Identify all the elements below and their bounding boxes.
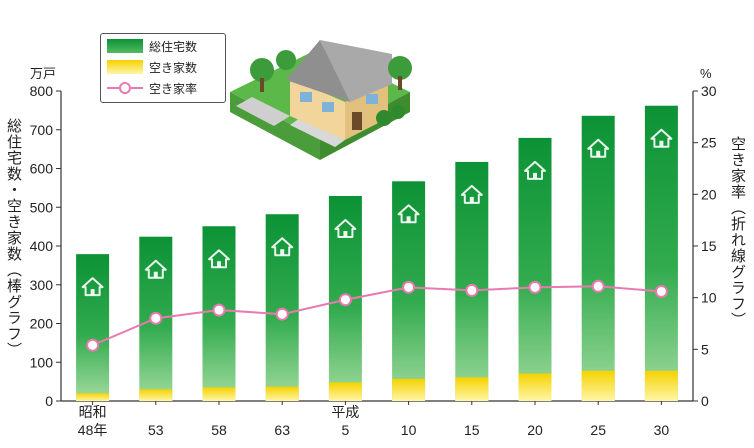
right-axis-label: 空き家率（折れ線グラフ） [729, 136, 747, 328]
left-tick-label: 300 [30, 277, 54, 293]
vacant-housing-bar [328, 382, 362, 401]
vacant-housing-bar [392, 378, 426, 401]
x-tick-label: 20 [527, 422, 543, 438]
vacant-housing-bars [76, 370, 678, 401]
left-tick-label: 600 [30, 161, 54, 177]
vacancy-rate-point [654, 284, 668, 298]
house-icon [397, 204, 420, 224]
house-icon [81, 277, 104, 297]
vacant-housing-bar [202, 387, 236, 401]
left-tick-label: 400 [30, 238, 54, 254]
vacancy-rate-point [212, 303, 226, 317]
left-tick-label: 800 [30, 83, 54, 99]
house-icon [587, 138, 610, 158]
vacancy-rate-polyline [92, 285, 662, 347]
x-tick-label: 25 [590, 422, 606, 438]
vacancy-rate-point [86, 338, 100, 352]
x-era-label: 昭和 [79, 404, 107, 420]
x-tick-label: 30 [654, 422, 670, 438]
total-housing-bar [265, 214, 299, 401]
house-icon [271, 237, 294, 257]
x-tick-label: 53 [148, 422, 164, 438]
vacant-housing-bar [644, 370, 678, 401]
left-tick-label: 100 [30, 354, 54, 370]
x-tick-label: 63 [274, 422, 290, 438]
left-tick-label: 0 [45, 393, 53, 409]
legend: 総住宅数 空き家数 空き家率 [100, 33, 226, 103]
total-housing-bar [644, 105, 678, 401]
legend-item-total: 総住宅数 [107, 37, 197, 55]
house-icon [650, 128, 673, 148]
left-axis-label: 総住宅数・空き家数（棒グラフ） [5, 118, 23, 358]
total-housing-bar [518, 137, 552, 401]
vacancy-rate-point [338, 293, 352, 307]
total-housing-bar [581, 115, 615, 402]
vacancy-rate-point [402, 280, 416, 294]
vacancy-rate-line [86, 279, 668, 352]
x-tick-label: 58 [211, 422, 227, 438]
vacant-housing-bar [455, 377, 489, 401]
legend-item-vacant: 空き家数 [107, 58, 197, 76]
house-icon [460, 184, 483, 204]
house-icon [524, 160, 546, 180]
right-axis-ticks: 0 5 10 15 20 25 30 [693, 83, 717, 409]
left-axis-unit: 万戸 [30, 66, 56, 81]
right-tick-label: 5 [701, 341, 709, 357]
x-tick-label: 5 [342, 422, 350, 438]
total-housing-bars [76, 105, 678, 402]
house-illustration [230, 40, 412, 160]
legend-swatch-vacant [107, 60, 143, 74]
legend-label-vacant: 空き家数 [149, 60, 198, 75]
legend-swatch-rate [107, 82, 143, 94]
legend-label-total: 総住宅数 [149, 39, 198, 54]
right-tick-label: 25 [701, 135, 717, 151]
left-tick-label: 200 [30, 316, 54, 332]
house-icon [208, 249, 230, 269]
vacancy-rate-point [275, 307, 289, 321]
legend-item-rate: 空き家率 [107, 79, 197, 97]
right-tick-label: 0 [701, 393, 709, 409]
right-tick-label: 10 [701, 290, 717, 306]
vacancy-rate-point [591, 279, 605, 293]
legend-label-rate: 空き家率 [149, 81, 198, 96]
left-axis-ticks: 0 100 200 300 400 500 600 700 800 [30, 83, 61, 409]
right-tick-label: 30 [701, 83, 717, 99]
x-era-label: 平成 [331, 404, 359, 420]
left-tick-label: 500 [30, 199, 54, 215]
total-housing-bar [76, 254, 110, 401]
vacant-housing-bar [139, 389, 173, 401]
house-icon [144, 259, 167, 279]
bar-house-icons [81, 128, 673, 297]
x-tick-label: 15 [464, 422, 480, 438]
vacancy-rate-point [465, 283, 479, 297]
x-tick-label: 10 [401, 422, 417, 438]
vacant-housing-bar [518, 373, 552, 401]
x-tick-label: 48年 [78, 422, 108, 438]
vacant-housing-bar [581, 370, 615, 401]
left-tick-label: 700 [30, 122, 54, 138]
house-icon [334, 219, 357, 239]
vacant-housing-bar [265, 386, 299, 401]
right-axis-unit: % [700, 66, 712, 81]
right-tick-label: 20 [701, 186, 717, 202]
right-tick-label: 15 [701, 238, 717, 254]
x-axis-labels: 昭和 48年 53 58 63 平成 5 10 15 20 25 30 [78, 401, 670, 438]
vacancy-rate-point [528, 280, 542, 294]
vacancy-rate-point [149, 311, 163, 325]
legend-swatch-total [107, 39, 143, 53]
vacant-housing-bar [76, 393, 110, 401]
